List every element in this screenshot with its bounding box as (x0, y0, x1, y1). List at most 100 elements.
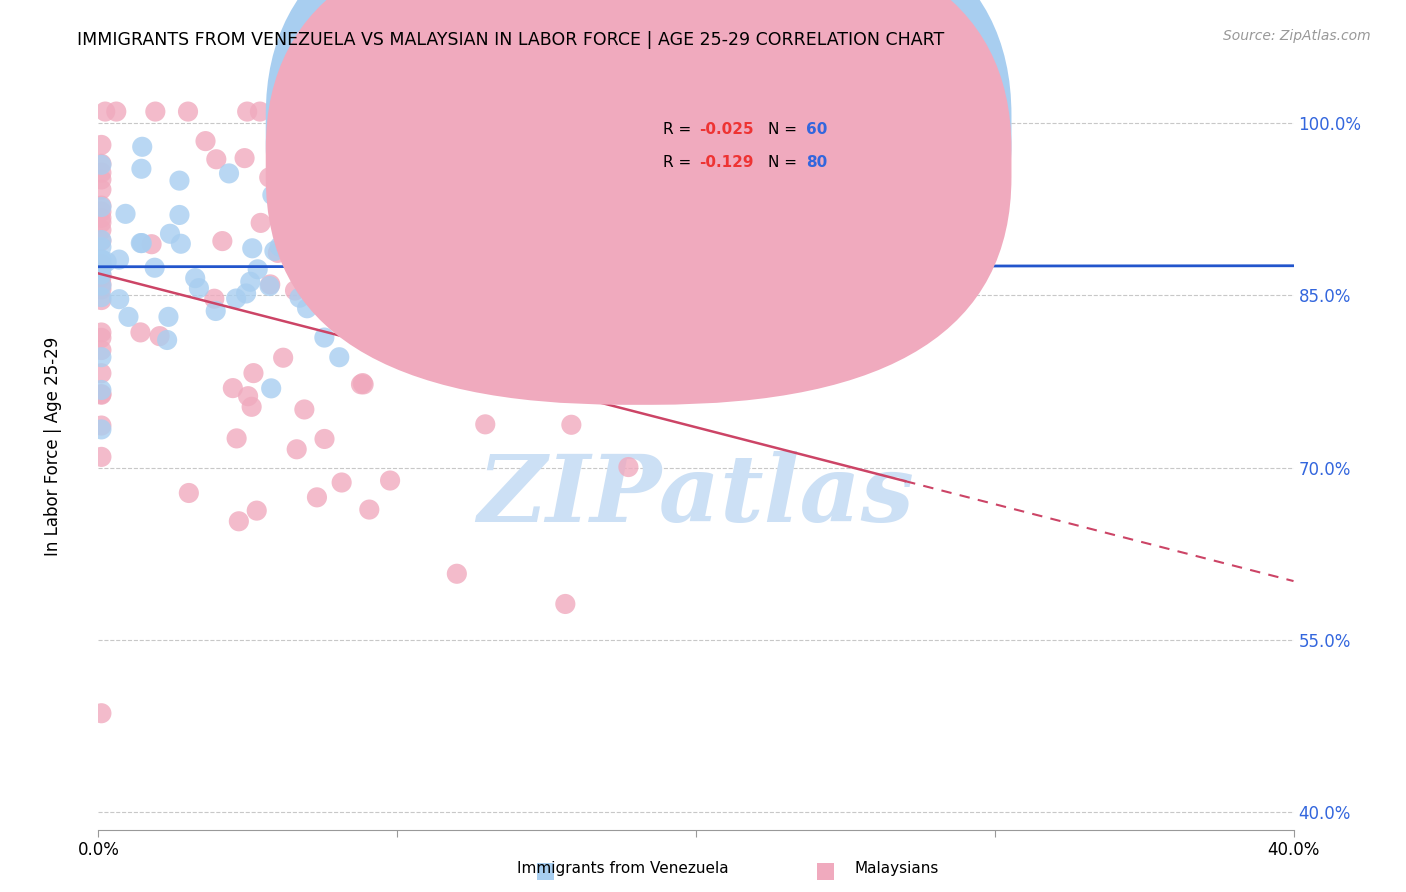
Point (305, 491, 328, 505)
Point (90, 418, 112, 433)
Point (314, 432, 336, 446)
Point (236, 104, 259, 119)
Point (346, 267, 368, 281)
Point (90, 706, 112, 721)
Point (90, 387, 112, 401)
Point (267, 246, 290, 260)
Point (307, 105, 329, 120)
Point (169, 173, 191, 187)
Point (284, 222, 307, 236)
Point (350, 377, 373, 392)
Point (222, 381, 245, 395)
Point (246, 503, 269, 517)
Point (239, 275, 262, 289)
Point (149, 329, 172, 343)
Text: ZIPatlas: ZIPatlas (478, 451, 914, 541)
Point (96, 254, 118, 268)
Point (359, 502, 381, 516)
Point (90, 261, 112, 276)
Point (141, 237, 163, 252)
Point (285, 442, 308, 457)
Point (446, 566, 468, 581)
Point (288, 291, 311, 305)
Point (218, 166, 240, 180)
Point (156, 333, 179, 347)
Point (90, 158, 112, 172)
Point (90, 268, 112, 282)
Point (228, 514, 250, 528)
Point (328, 350, 350, 364)
Point (211, 234, 233, 248)
Point (720, 244, 742, 259)
Point (170, 236, 193, 251)
FancyBboxPatch shape (266, 0, 1011, 405)
Text: In Labor Force | Age 25-29: In Labor Force | Age 25-29 (45, 336, 62, 556)
Point (90, 252, 112, 267)
Point (617, 460, 640, 475)
Point (187, 281, 209, 295)
Point (90, 293, 112, 307)
Point (90, 278, 112, 293)
Point (343, 170, 366, 185)
Point (381, 250, 404, 264)
Point (90, 157, 112, 171)
Point (90, 166, 112, 180)
Point (353, 377, 375, 392)
Point (246, 262, 269, 277)
Point (90, 252, 112, 267)
Point (131, 161, 153, 176)
Point (117, 310, 139, 324)
Point (194, 134, 217, 148)
Point (90, 260, 112, 275)
Point (90, 137, 112, 152)
Point (90, 215, 112, 229)
Point (447, 276, 470, 290)
Point (235, 286, 257, 301)
Point (90, 257, 112, 271)
Point (131, 236, 153, 251)
Point (105, 104, 128, 119)
Point (90, 422, 112, 436)
Point (129, 236, 152, 251)
Text: Source: ZipAtlas.com: Source: ZipAtlas.com (1223, 29, 1371, 43)
Point (90, 257, 112, 271)
Point (90, 277, 112, 292)
Point (360, 242, 382, 256)
Point (375, 273, 398, 287)
Text: -0.025: -0.025 (700, 122, 754, 137)
Point (90, 204, 112, 219)
Text: Immigrants from Venezuela: Immigrants from Venezuela (517, 862, 728, 876)
Point (319, 199, 342, 213)
Point (205, 153, 228, 167)
Text: -0.129: -0.129 (700, 155, 754, 170)
Point (510, 202, 533, 216)
Point (108, 292, 131, 306)
Point (467, 267, 489, 281)
Point (240, 241, 263, 255)
Point (295, 301, 318, 316)
Point (143, 104, 166, 119)
Point (90, 223, 112, 237)
Point (284, 104, 307, 119)
Point (249, 104, 271, 119)
Point (177, 104, 200, 119)
Point (204, 304, 226, 318)
Point (457, 337, 479, 351)
Point (464, 182, 486, 196)
Point (90, 326, 112, 340)
Point (90, 268, 112, 282)
Point (554, 597, 576, 611)
Point (129, 326, 152, 340)
Point (90, 270, 112, 285)
Point (90, 183, 112, 197)
Point (492, 227, 515, 241)
Point (560, 417, 582, 432)
Point (416, 253, 439, 268)
Point (90, 343, 112, 357)
Point (177, 486, 200, 500)
Point (342, 285, 364, 300)
Point (262, 188, 284, 202)
Point (90, 383, 112, 397)
Point (257, 170, 280, 185)
Point (260, 381, 283, 395)
